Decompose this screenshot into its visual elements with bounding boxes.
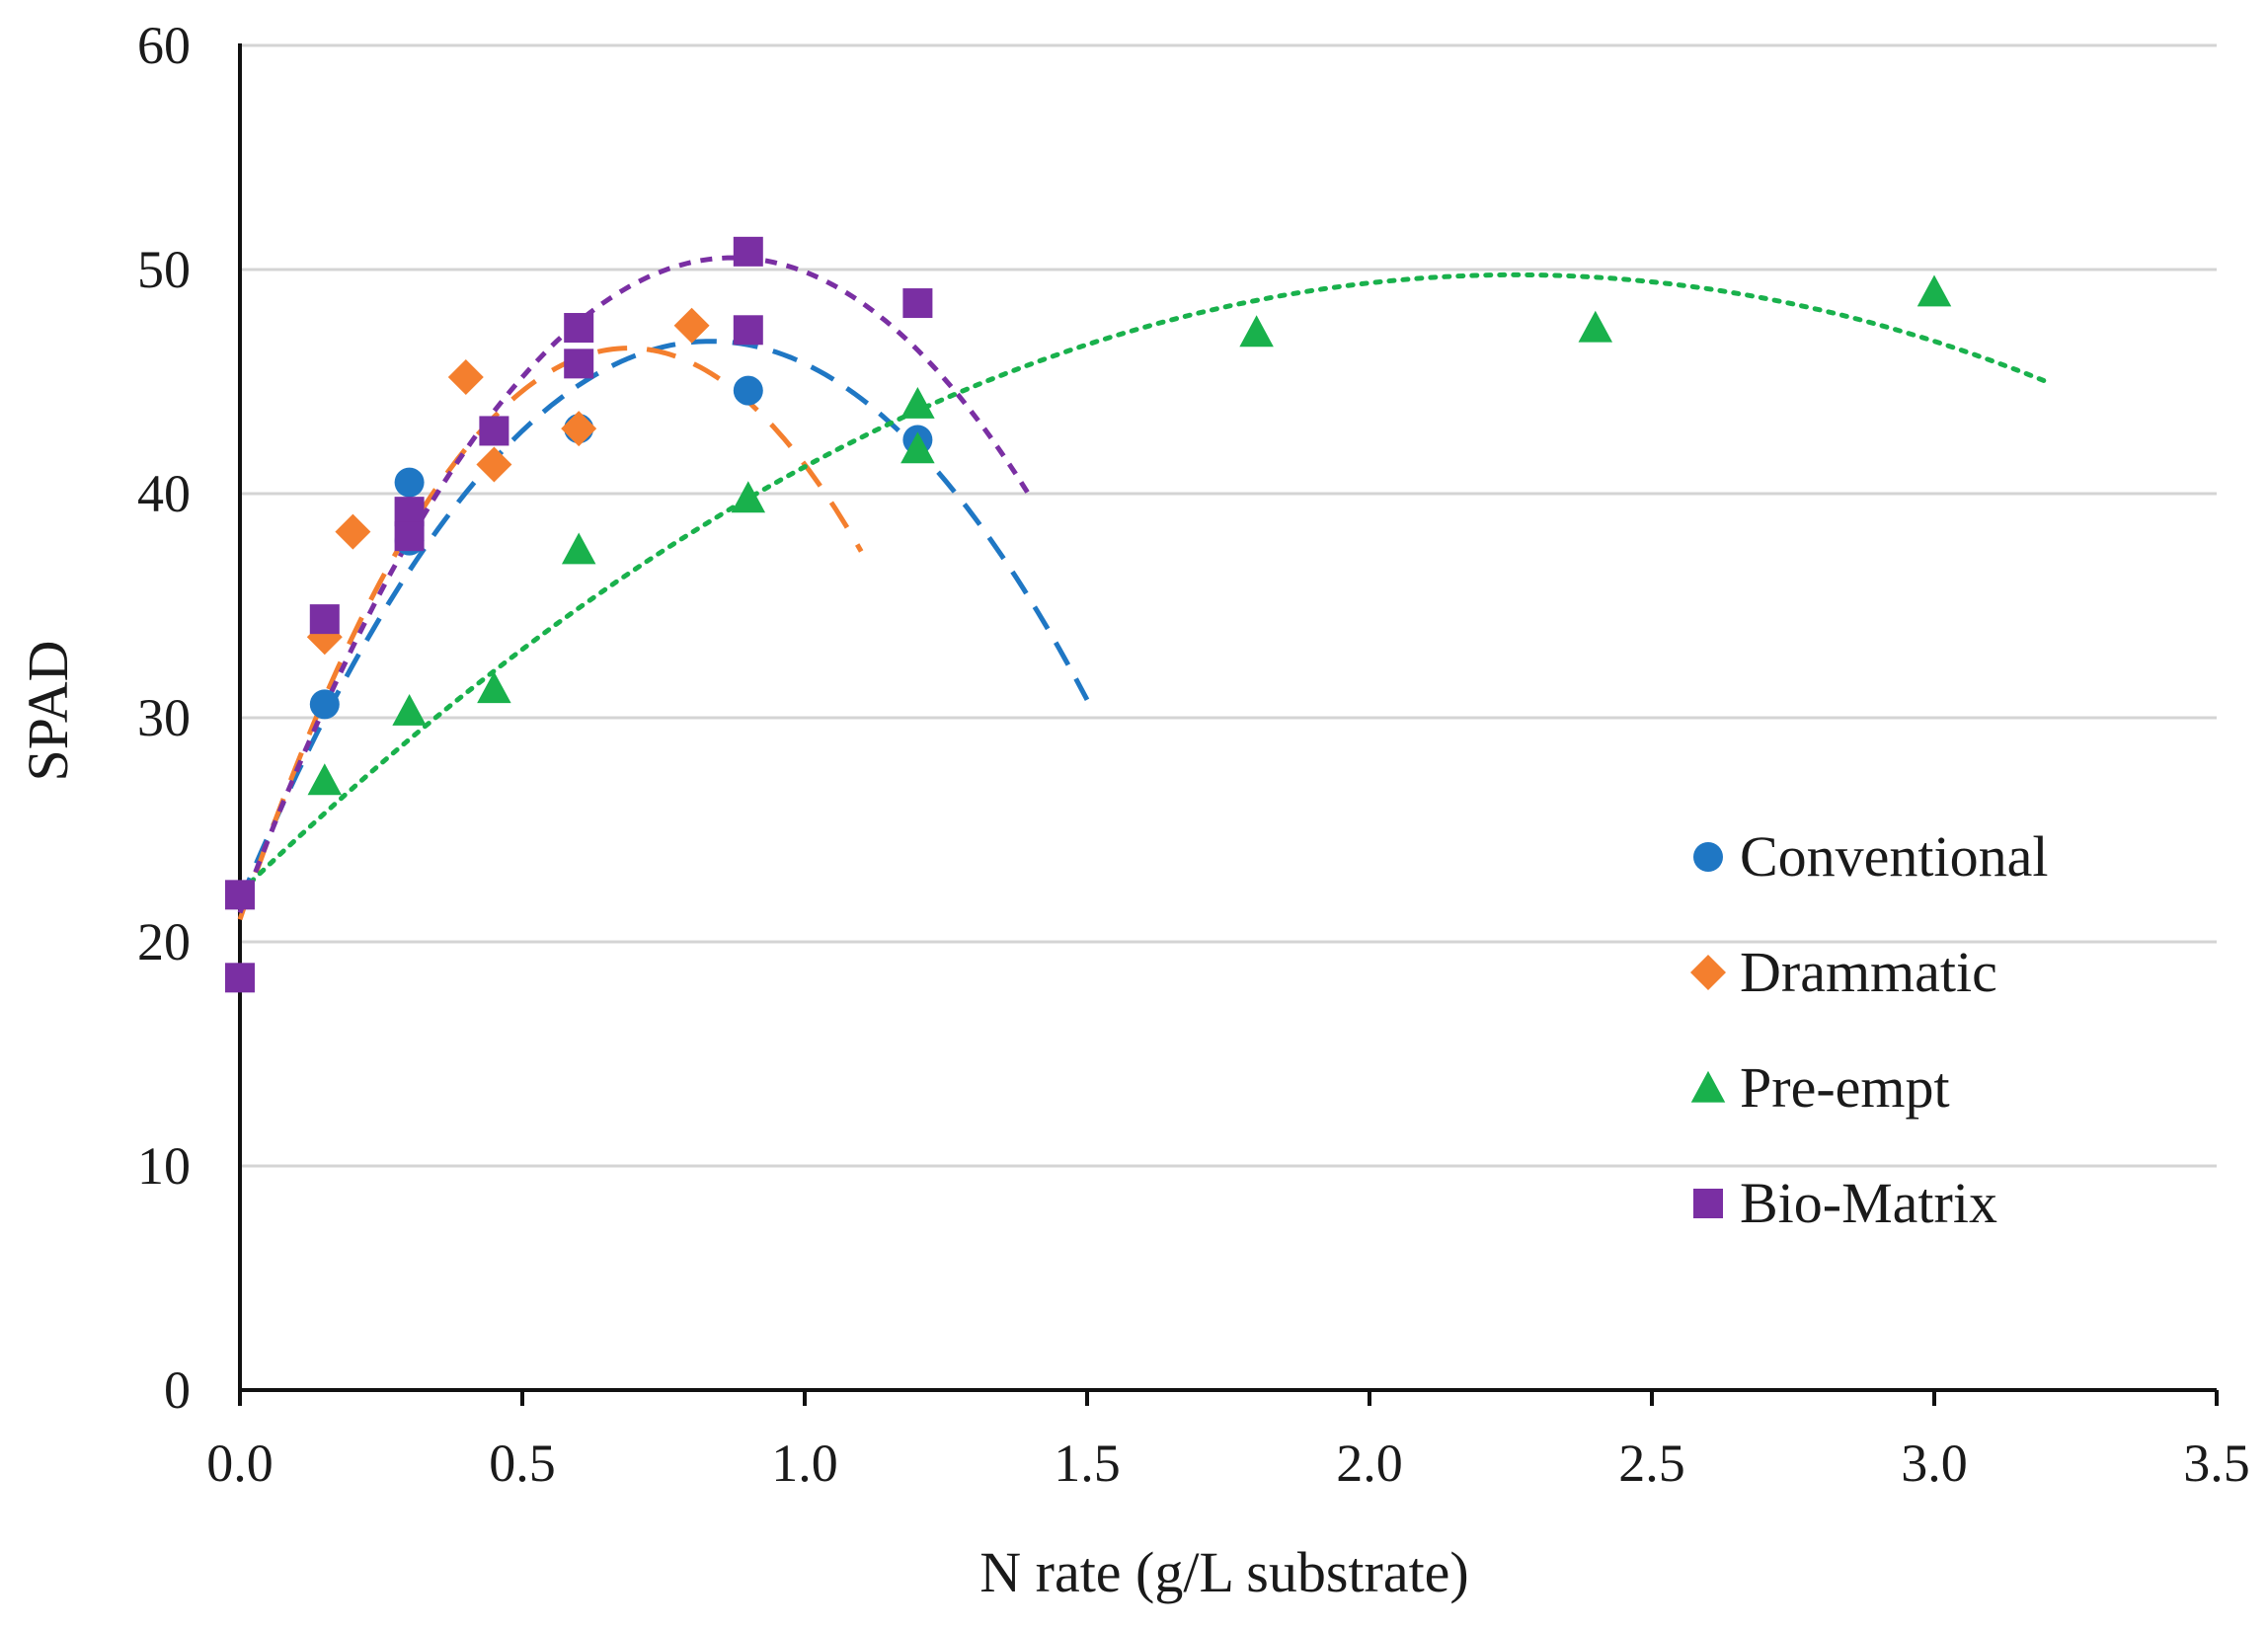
x-tick-label: 1.5 <box>1054 1434 1121 1493</box>
point-bio-matrix <box>733 315 763 346</box>
point-pre-empt <box>561 532 596 565</box>
axes <box>238 43 2219 1406</box>
point-pre-empt <box>1578 310 1613 343</box>
trendline-conventional <box>237 339 1090 903</box>
trendline-bio-matrix <box>237 255 1033 914</box>
point-drammatic <box>447 358 484 395</box>
point-conventional <box>309 689 340 720</box>
point-pre-empt <box>307 763 343 796</box>
legend-label-drammatic: Drammatic <box>1740 940 1997 1004</box>
x-tick-label: 3.0 <box>1901 1434 1968 1493</box>
trendlines <box>237 255 2050 921</box>
y-axis-title: SPAD <box>16 641 80 782</box>
legend: Conventional Drammatic Pre-empt Bio-Matrix <box>1690 824 2049 1235</box>
y-tick-label: 30 <box>137 688 191 747</box>
point-bio-matrix <box>479 416 509 446</box>
x-tick-label: 0.5 <box>489 1434 556 1493</box>
data-points <box>225 236 1952 993</box>
point-bio-matrix <box>225 963 255 993</box>
legend-marker-bio-matrix <box>1693 1189 1723 1218</box>
x-tick-label: 2.5 <box>1618 1434 1685 1493</box>
y-tick-label: 60 <box>137 16 191 75</box>
x-tick-label: 0.0 <box>206 1434 274 1493</box>
x-tick-label: 3.5 <box>2183 1434 2250 1493</box>
point-pre-empt <box>477 671 511 704</box>
point-pre-empt <box>900 386 935 419</box>
point-pre-empt <box>392 693 427 726</box>
point-bio-matrix <box>902 288 933 319</box>
point-drammatic <box>561 411 597 447</box>
point-conventional <box>394 467 425 498</box>
legend-label-pre-empt: Pre-empt <box>1740 1055 1950 1120</box>
point-bio-matrix <box>309 604 340 635</box>
legend-marker-drammatic <box>1690 955 1726 990</box>
point-drammatic <box>476 446 512 483</box>
point-bio-matrix <box>733 236 763 267</box>
point-bio-matrix <box>564 349 594 379</box>
y-tick-label: 0 <box>164 1360 191 1420</box>
point-bio-matrix <box>564 313 594 344</box>
y-tick-label: 40 <box>137 464 191 523</box>
point-bio-matrix <box>225 880 255 910</box>
legend-marker-pre-empt <box>1690 1070 1726 1103</box>
x-axis-title: N rate (g/L substrate) <box>979 1540 1469 1604</box>
trendline-pre-empt <box>237 271 2050 895</box>
legend-marker-conventional <box>1693 842 1723 872</box>
y-tick-label: 50 <box>137 240 191 299</box>
x-tick-label: 2.0 <box>1336 1434 1403 1493</box>
point-pre-empt <box>731 481 766 513</box>
point-conventional <box>733 375 763 406</box>
point-drammatic <box>335 513 371 550</box>
legend-label-bio-matrix: Bio-Matrix <box>1740 1171 1997 1235</box>
legend-label-conventional: Conventional <box>1740 824 2049 889</box>
point-pre-empt <box>1916 274 1952 307</box>
x-tick-label: 1.0 <box>771 1434 838 1493</box>
point-pre-empt <box>900 431 935 464</box>
point-bio-matrix <box>394 521 425 552</box>
point-drammatic <box>673 307 710 344</box>
gridlines <box>240 43 2217 1168</box>
tick-labels: 0.0 0.5 1.0 1.5 2.0 2.5 3.0 3.5 0 10 20 30 40 50 60 <box>137 16 2250 1493</box>
y-tick-label: 10 <box>137 1136 191 1196</box>
point-pre-empt <box>1239 315 1274 348</box>
y-tick-label: 20 <box>137 912 191 971</box>
